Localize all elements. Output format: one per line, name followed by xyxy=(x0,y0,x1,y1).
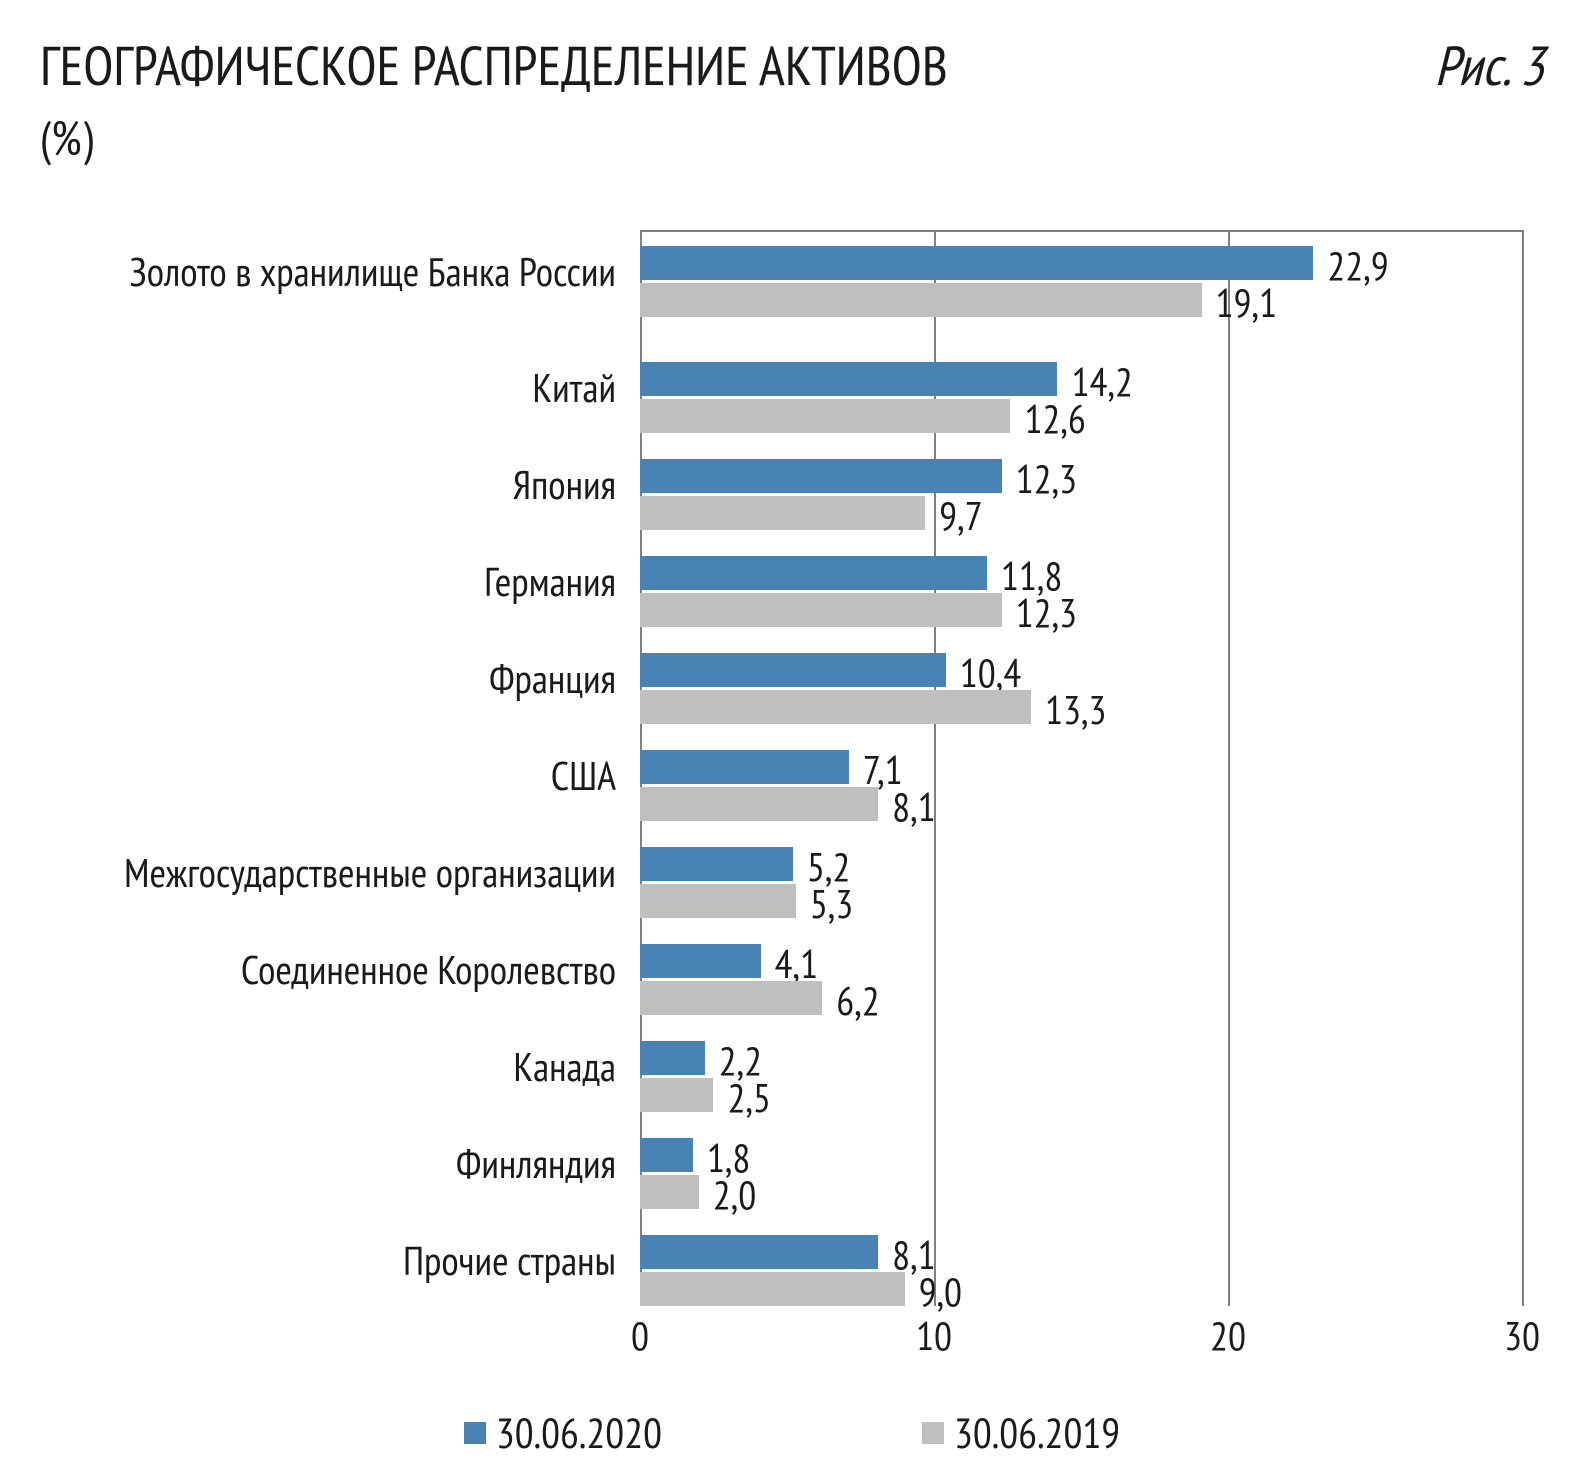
gridline xyxy=(1522,232,1524,1306)
chart-row: Прочие страны8,19,0 xyxy=(640,1231,1522,1328)
chart-row: Япония12,39,7 xyxy=(640,455,1522,552)
bar-2020 xyxy=(640,653,946,687)
value-label-2019: 13,3 xyxy=(1045,684,1106,736)
bar-2020 xyxy=(640,556,987,590)
bar-2020 xyxy=(640,246,1313,280)
bar-2020 xyxy=(640,1138,693,1172)
category-label: Германия xyxy=(36,556,616,608)
value-label-2019: 12,6 xyxy=(1024,393,1085,445)
legend-item-2019: 30.06.2019 xyxy=(922,1405,1120,1460)
bar-2020 xyxy=(640,459,1002,493)
category-label: Япония xyxy=(36,459,616,511)
chart-title: ГЕОГРАФИЧЕСКОЕ РАСПРЕДЕЛЕНИЕ АКТИВОВ xyxy=(40,30,948,101)
value-label-2019: 9,7 xyxy=(939,490,982,542)
bar-2019 xyxy=(640,1078,713,1112)
chart: 0102030Золото в хранилище Банка России22… xyxy=(40,230,1544,1366)
chart-subtitle: (%) xyxy=(40,107,1544,169)
chart-row: Финляндия1,82,0 xyxy=(640,1134,1522,1231)
chart-row: Золото в хранилище Банка России22,919,1 xyxy=(640,242,1522,358)
figure-label: Рис. 3 xyxy=(1434,30,1544,101)
bar-2019 xyxy=(640,496,925,530)
value-label-2020: 22,9 xyxy=(1327,240,1388,292)
bar-2019 xyxy=(640,787,878,821)
value-label-2019: 5,3 xyxy=(810,878,853,930)
category-label: Золото в хранилище Банка России xyxy=(36,246,616,298)
bar-2019 xyxy=(640,283,1202,317)
chart-row: Канада2,22,5 xyxy=(640,1037,1522,1134)
header: ГЕОГРАФИЧЕСКОЕ РАСПРЕДЕЛЕНИЕ АКТИВОВ Рис… xyxy=(40,30,1544,101)
legend-swatch-icon xyxy=(922,1422,944,1444)
bar-2019 xyxy=(640,690,1031,724)
category-label: Франция xyxy=(36,653,616,705)
chart-row: Германия11,812,3 xyxy=(640,552,1522,649)
legend-label: 30.06.2020 xyxy=(496,1405,662,1460)
value-label-2019: 12,3 xyxy=(1016,587,1077,639)
legend-item-2020: 30.06.2020 xyxy=(464,1405,662,1460)
category-label: Соединенное Королевство xyxy=(36,944,616,996)
plot-area: 0102030Золото в хранилище Банка России22… xyxy=(640,230,1524,1306)
category-label: Межгосударственные организации xyxy=(36,847,616,899)
bar-2020 xyxy=(640,1041,705,1075)
value-label-2020: 12,3 xyxy=(1016,453,1077,505)
legend-label: 30.06.2019 xyxy=(954,1405,1120,1460)
chart-row: Китай14,212,6 xyxy=(640,358,1522,455)
value-label-2019: 6,2 xyxy=(836,975,879,1027)
value-label-2019: 9,0 xyxy=(919,1266,962,1318)
category-label: Канада xyxy=(36,1041,616,1093)
bar-2020 xyxy=(640,1235,878,1269)
bar-2019 xyxy=(640,1272,905,1306)
legend-swatch-icon xyxy=(464,1422,486,1444)
bar-2020 xyxy=(640,847,793,881)
category-label: Китай xyxy=(36,362,616,414)
bar-2019 xyxy=(640,1175,699,1209)
legend: 30.06.2020 30.06.2019 xyxy=(0,1405,1584,1460)
bar-2019 xyxy=(640,399,1010,433)
page: ГЕОГРАФИЧЕСКОЕ РАСПРЕДЕЛЕНИЕ АКТИВОВ Рис… xyxy=(0,0,1584,1476)
chart-row: США7,18,1 xyxy=(640,746,1522,843)
value-label-2019: 2,0 xyxy=(713,1169,756,1221)
bar-2020 xyxy=(640,750,849,784)
bar-2019 xyxy=(640,884,796,918)
category-label: Финляндия xyxy=(36,1138,616,1190)
bar-2020 xyxy=(640,362,1057,396)
bar-2019 xyxy=(640,981,822,1015)
value-label-2019: 8,1 xyxy=(892,781,935,833)
category-label: США xyxy=(36,750,616,802)
chart-row: Межгосударственные организации5,25,3 xyxy=(640,843,1522,940)
value-label-2019: 2,5 xyxy=(727,1072,770,1124)
bar-2020 xyxy=(640,944,761,978)
value-label-2019: 19,1 xyxy=(1216,277,1277,329)
chart-row: Франция10,413,3 xyxy=(640,649,1522,746)
category-label: Прочие страны xyxy=(36,1235,616,1287)
bar-2019 xyxy=(640,593,1002,627)
chart-row: Соединенное Королевство4,16,2 xyxy=(640,940,1522,1037)
